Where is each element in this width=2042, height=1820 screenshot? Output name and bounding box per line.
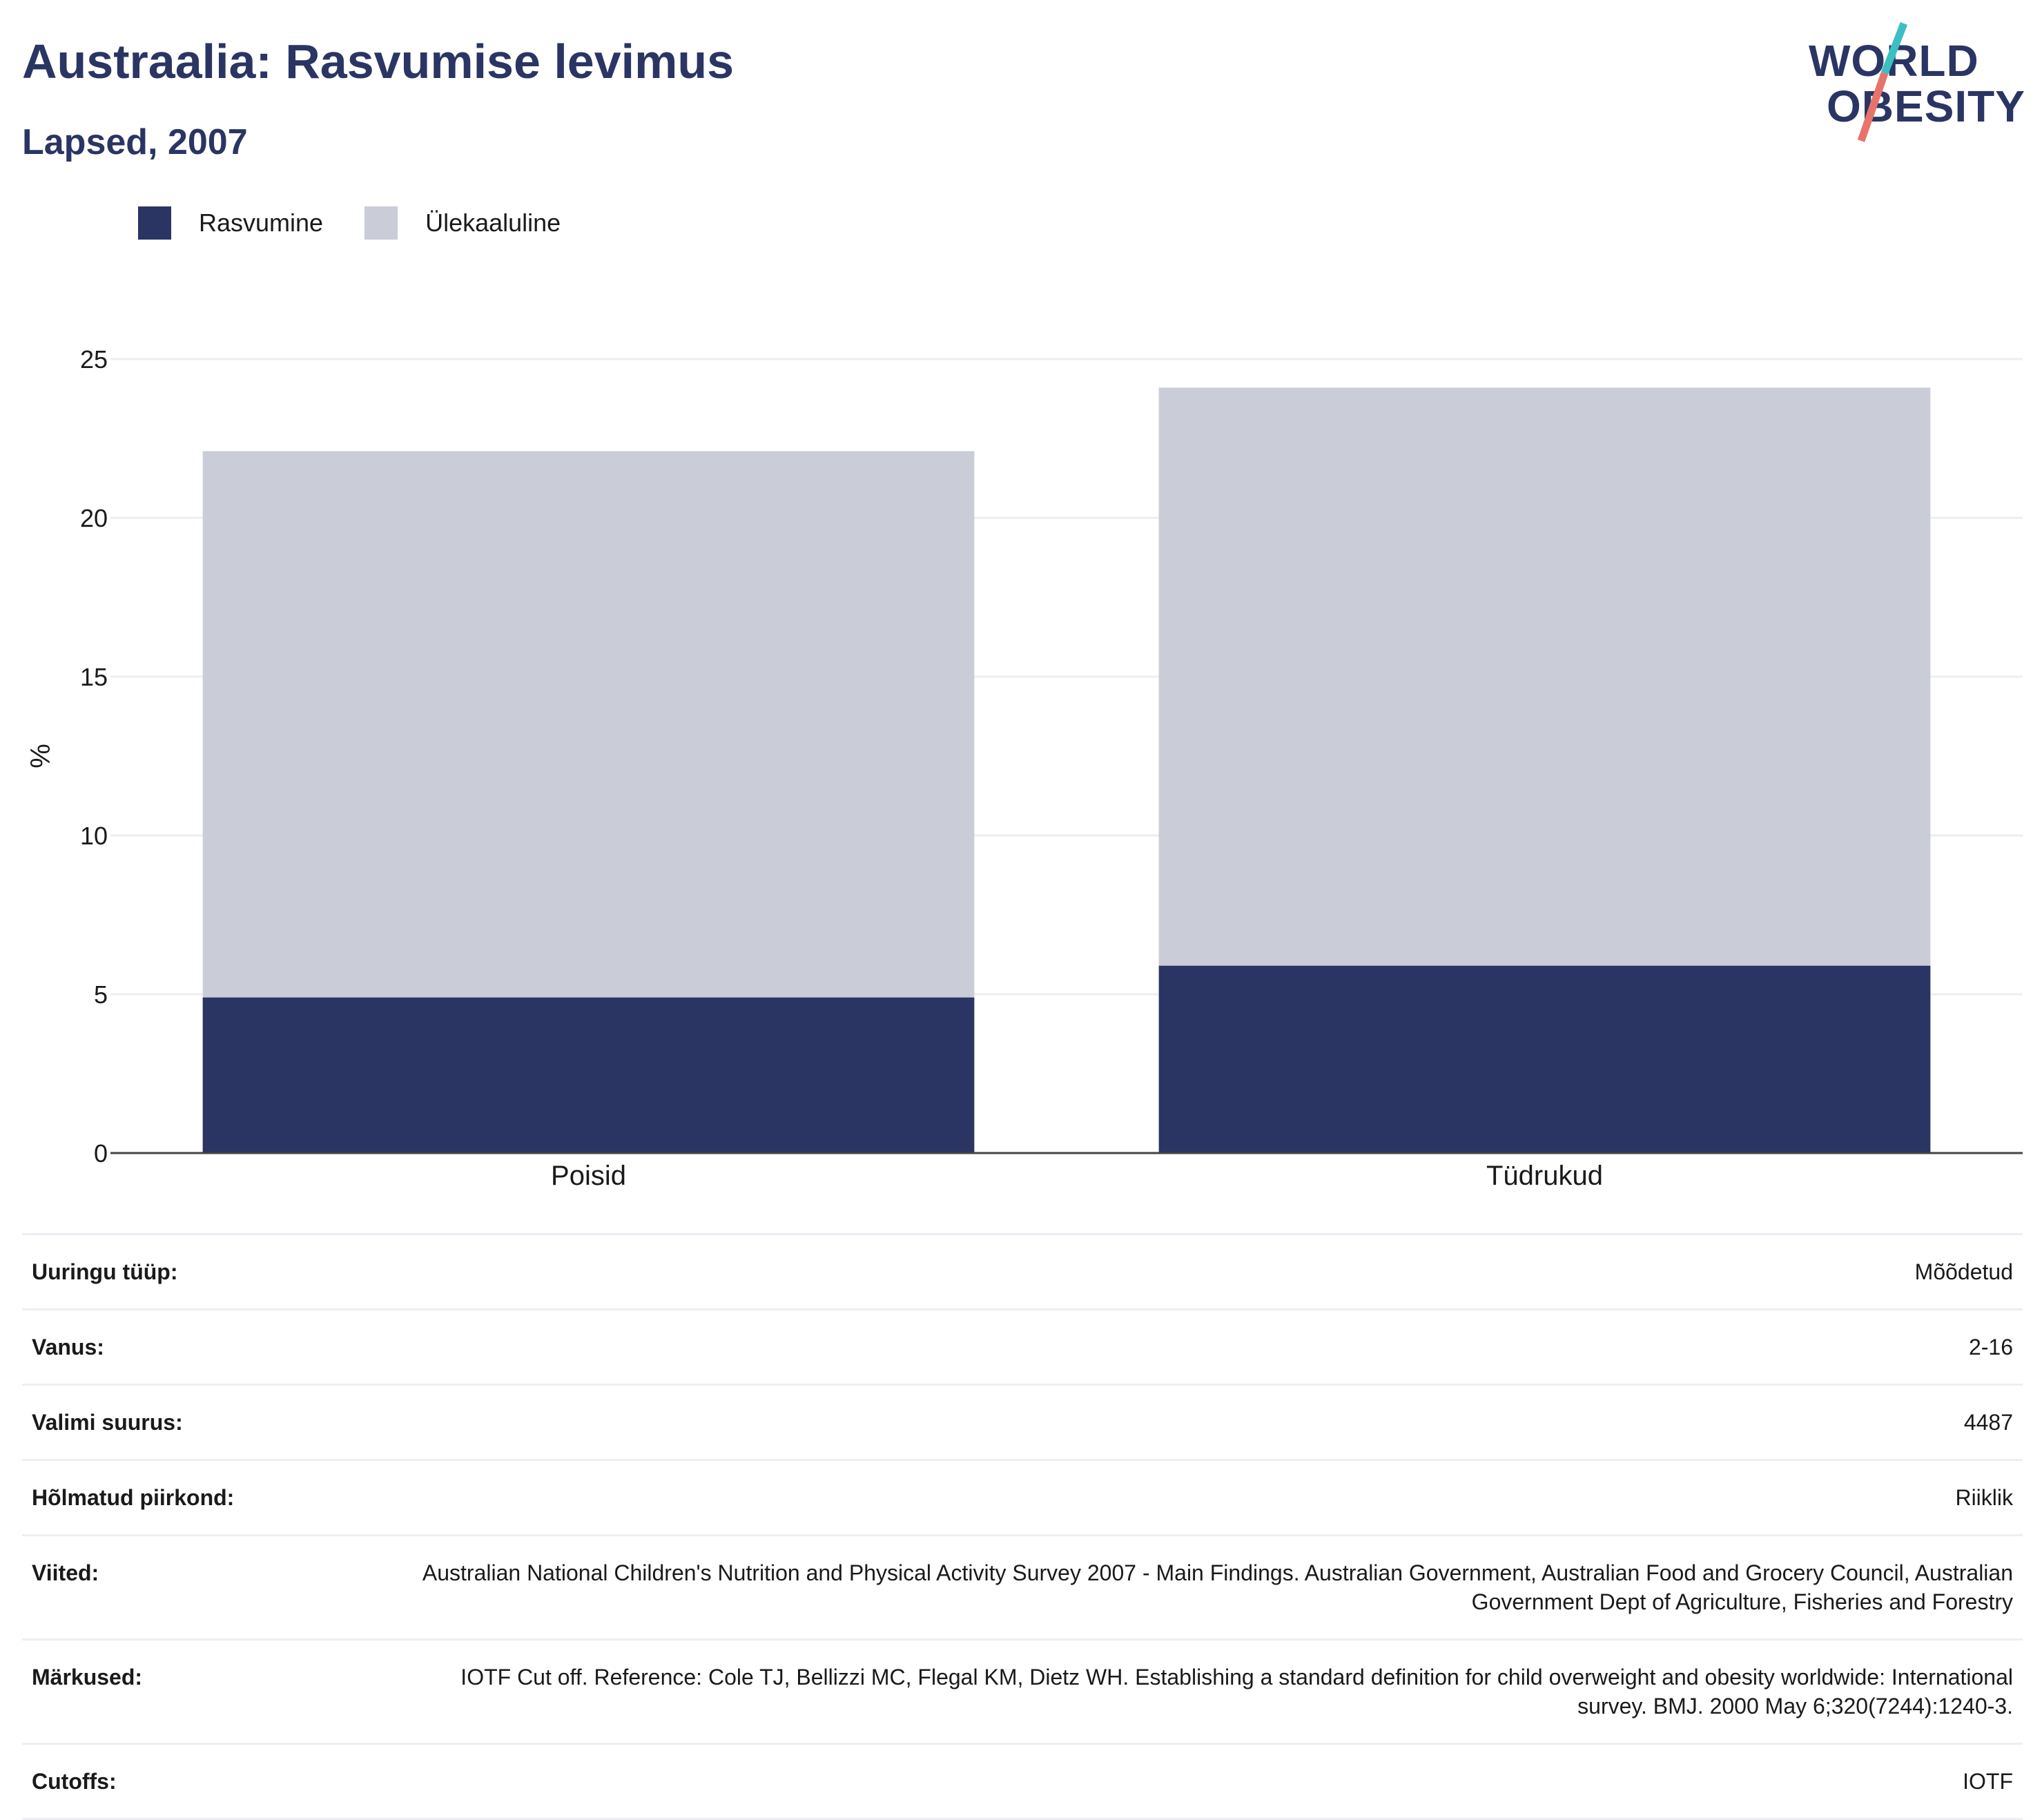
y-tick-label: 15 bbox=[80, 663, 108, 691]
info-value: Riiklik bbox=[391, 1459, 2023, 1536]
y-tick-label: 25 bbox=[80, 345, 108, 374]
info-row-notes: Märkused: IOTF Cut off. Reference: Cole … bbox=[22, 1638, 2023, 1744]
bar-chart: 0 5 10 15 20 25% Poisid Tüdrukud bbox=[26, 345, 2023, 1191]
chart-subtitle: Lapsed, 2007 bbox=[22, 122, 248, 162]
bar-overweight bbox=[202, 451, 975, 998]
chart-legend: Rasvumine Ülekaaluline bbox=[138, 204, 602, 242]
bar-obesity bbox=[202, 997, 975, 1153]
chart-title: Austraalia: Rasvumise levimus bbox=[22, 35, 735, 88]
logo-text-obesity: OBESITY bbox=[1827, 81, 2025, 131]
info-label: Märkused: bbox=[22, 1638, 391, 1744]
world-obesity-logo: WORLD OBESITY bbox=[1795, 18, 2030, 149]
info-label: Cutoffs: bbox=[22, 1743, 391, 1820]
info-row-sample-size: Valimi suurus: 4487 bbox=[22, 1384, 2023, 1460]
info-row-area: Hõlmatud piirkond: Riiklik bbox=[22, 1459, 2023, 1536]
legend-label-overweight: Ülekaaluline bbox=[425, 209, 561, 237]
legend-item-obesity[interactable]: Rasvumine bbox=[138, 206, 323, 240]
info-row-age: Vanus: 2-16 bbox=[22, 1308, 2023, 1385]
info-label: Uuringu tüüp: bbox=[22, 1233, 391, 1310]
info-value: Australian National Children's Nutrition… bbox=[391, 1534, 2023, 1640]
legend-label-obesity: Rasvumine bbox=[199, 209, 324, 237]
info-label: Valimi suurus: bbox=[22, 1384, 391, 1460]
y-tick-label: 0 bbox=[94, 1139, 108, 1168]
info-row-references: Viited: Australian National Children's N… bbox=[22, 1534, 2023, 1640]
y-tick-label: 5 bbox=[94, 980, 108, 1009]
info-row-survey-type: Uuringu tüüp: Mõõdetud bbox=[22, 1233, 2023, 1310]
info-row-cutoffs: Cutoffs: IOTF bbox=[22, 1743, 2023, 1820]
y-axis-title: % bbox=[26, 744, 56, 768]
legend-swatch-overweight bbox=[364, 206, 398, 240]
info-value: Mõõdetud bbox=[391, 1233, 2023, 1310]
info-label: Hõlmatud piirkond: bbox=[22, 1459, 391, 1536]
info-value: 4487 bbox=[391, 1384, 2023, 1460]
info-label: Vanus: bbox=[22, 1308, 391, 1385]
info-value: IOTF Cut off. Reference: Cole TJ, Belliz… bbox=[391, 1638, 2023, 1744]
x-tick-label: Tüdrukud bbox=[1486, 1161, 1603, 1191]
study-info-table: Uuringu tüüp: Mõõdetud Vanus: 2-16 Valim… bbox=[22, 1233, 2023, 1820]
y-tick-label: 10 bbox=[80, 822, 108, 850]
bar-overweight bbox=[1158, 387, 1931, 966]
info-label: Viited: bbox=[22, 1534, 391, 1640]
legend-swatch-obesity bbox=[138, 206, 171, 240]
y-tick-label: 20 bbox=[80, 504, 108, 532]
bar-obesity bbox=[1158, 965, 1931, 1153]
info-value: 2-16 bbox=[391, 1308, 2023, 1385]
info-value: IOTF bbox=[391, 1743, 2023, 1820]
legend-item-overweight[interactable]: Ülekaaluline bbox=[364, 206, 561, 240]
x-tick-label: Poisid bbox=[551, 1161, 626, 1191]
logo-slash-icon bbox=[1857, 22, 1908, 142]
